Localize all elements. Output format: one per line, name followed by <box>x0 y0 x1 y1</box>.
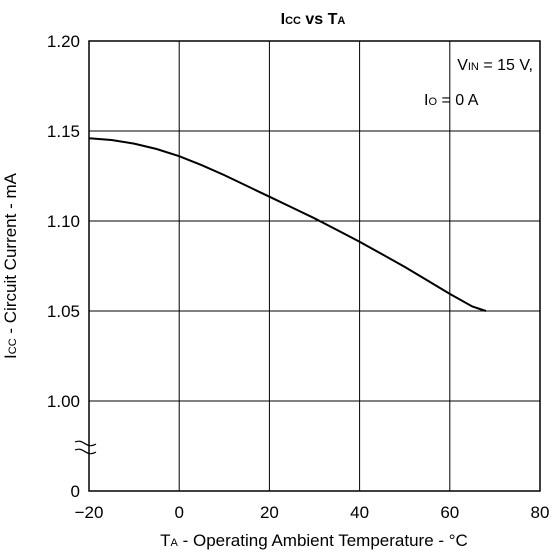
x-tick-label: 60 <box>440 503 459 522</box>
y-tick-label: 1.15 <box>47 122 80 141</box>
annotation-vin: VIN = 15 V, <box>457 57 533 74</box>
series-line <box>88 137 487 312</box>
annotation-io: IO = 0 A <box>424 92 479 109</box>
x-axis-title: TA - Operating Ambient Temperature - °C <box>160 531 468 550</box>
y-axis-title: ICC - Circuit Current - mA <box>1 172 20 359</box>
title-sub-a: A <box>337 15 345 27</box>
grid <box>89 41 540 491</box>
x-tick-label: 40 <box>350 503 369 522</box>
tick-labels: −20 0 20 40 60 80 0 1.00 1.05 1.10 1.15 1.20 <box>47 32 550 522</box>
y-tick-label: 1.10 <box>47 212 80 231</box>
chart-title: ICC vs TA <box>281 11 346 28</box>
title-sub-cc: CC <box>285 15 301 27</box>
x-tick-label: 80 <box>531 503 550 522</box>
y-tick-label: 1.05 <box>47 302 80 321</box>
axis-break-symbol <box>74 440 97 455</box>
x-tick-label: −20 <box>75 503 104 522</box>
plot-frame <box>88 40 541 492</box>
y-tick-label: 1.00 <box>47 392 80 411</box>
x-tick-label: 20 <box>260 503 279 522</box>
title-mid: vs T <box>301 11 338 28</box>
title-main: I <box>281 11 285 28</box>
y-tick-label: 0 <box>71 482 80 501</box>
y-tick-label: 1.20 <box>47 32 80 51</box>
x-tick-label: 0 <box>174 503 183 522</box>
